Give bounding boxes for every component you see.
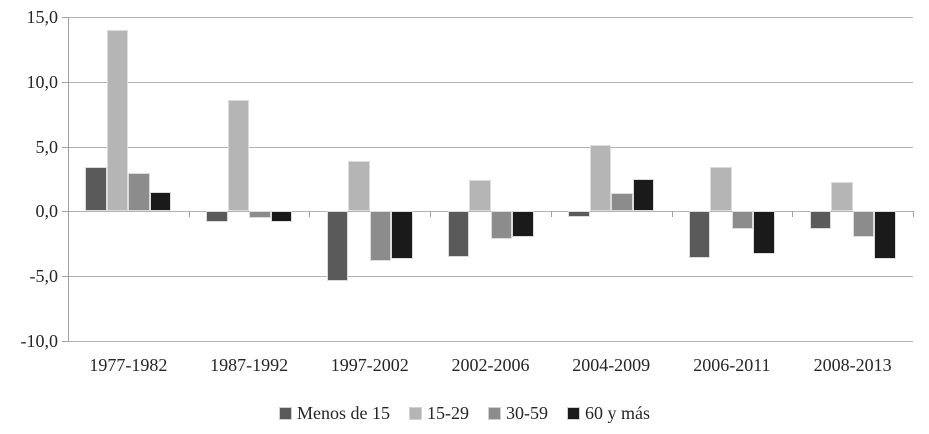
x-axis-label: 1997-2002 bbox=[330, 355, 409, 375]
y-tickmark bbox=[62, 211, 68, 212]
bar-60 y más-2004-2009 bbox=[632, 179, 655, 212]
legend-label: 60 y más bbox=[585, 403, 650, 423]
y-axis-label: 5,0 bbox=[35, 137, 59, 157]
y-axis-label: 15,0 bbox=[26, 7, 59, 27]
legend-swatch bbox=[279, 406, 292, 420]
bar-15-29-2002-2006 bbox=[469, 180, 491, 212]
x-tickmark bbox=[672, 211, 673, 217]
legend-item-60 y más: 60 y más bbox=[567, 404, 650, 422]
bar-60 y más-1977-1982 bbox=[149, 192, 172, 212]
legend-item-15-29: 15-29 bbox=[409, 404, 469, 422]
y-tickmark bbox=[62, 147, 68, 148]
bar-Menos de 15-2008-2013 bbox=[809, 211, 832, 230]
legend-label: 15-29 bbox=[427, 403, 469, 423]
bar-Menos de 15-1997-2002 bbox=[326, 211, 349, 282]
bar-15-29-1977-1982 bbox=[106, 30, 129, 212]
y-axis-label: -5,0 bbox=[29, 266, 59, 286]
legend-swatch bbox=[409, 406, 422, 420]
x-tickmark bbox=[430, 211, 431, 217]
bar-60 y más-2008-2013 bbox=[874, 211, 896, 260]
y-tickmark bbox=[62, 82, 68, 83]
bar-60 y más-2006-2011 bbox=[753, 211, 775, 255]
bar-30-59-2004-2009 bbox=[611, 193, 633, 212]
x-axis-label: 2004-2009 bbox=[572, 355, 651, 375]
x-tickmark bbox=[792, 211, 793, 217]
y-tickmark bbox=[62, 17, 68, 18]
bar-15-29-1997-2002 bbox=[348, 160, 370, 212]
bar-Menos de 15-2006-2011 bbox=[688, 211, 711, 259]
bar-30-59-2008-2013 bbox=[852, 211, 875, 238]
bar-30-59-1987-1992 bbox=[249, 211, 271, 218]
y-axis-line bbox=[68, 17, 69, 342]
bar-30-59-1977-1982 bbox=[128, 172, 150, 212]
gridline-5,0 bbox=[68, 147, 913, 148]
x-tickmark bbox=[309, 211, 310, 217]
bar-30-59-1997-2002 bbox=[369, 211, 392, 261]
bar-60 y más-1997-2002 bbox=[391, 211, 413, 260]
legend-item-Menos de 15: Menos de 15 bbox=[279, 404, 390, 422]
bar-Menos de 15-2004-2009 bbox=[568, 211, 590, 217]
bar-Menos de 15-1977-1982 bbox=[85, 167, 107, 212]
legend-item-30-59: 30-59 bbox=[488, 404, 548, 422]
bar-15-29-2004-2009 bbox=[589, 145, 612, 212]
legend-swatch bbox=[488, 406, 501, 420]
x-axis-label: 1977-1982 bbox=[89, 355, 168, 375]
bar-30-59-2006-2011 bbox=[731, 211, 754, 230]
legend-swatch bbox=[567, 406, 580, 420]
bar-30-59-2002-2006 bbox=[490, 211, 512, 239]
y-axis-label: -10,0 bbox=[20, 331, 59, 351]
x-tickmark bbox=[68, 211, 69, 217]
y-tickmark bbox=[62, 341, 68, 342]
legend-label: Menos de 15 bbox=[297, 403, 390, 423]
x-axis-label: 2006-2011 bbox=[693, 355, 771, 375]
y-tickmark bbox=[62, 276, 68, 277]
x-tickmark bbox=[189, 211, 190, 217]
x-tickmark bbox=[913, 211, 914, 217]
x-axis-label: 2002-2006 bbox=[451, 355, 530, 375]
bar-60 y más-2002-2006 bbox=[512, 211, 534, 238]
bar-15-29-2006-2011 bbox=[710, 167, 732, 212]
x-tickmark bbox=[551, 211, 552, 217]
bar-Menos de 15-2002-2006 bbox=[447, 211, 469, 257]
gridline-10,0 bbox=[68, 82, 913, 83]
bar-60 y más-1987-1992 bbox=[270, 211, 293, 222]
bar-Menos de 15-1987-1992 bbox=[206, 211, 228, 222]
gridline-15,0 bbox=[68, 17, 913, 18]
bar-15-29-1987-1992 bbox=[227, 99, 250, 212]
gridline--10,0 bbox=[68, 341, 913, 342]
x-axis-label: 1987-1992 bbox=[210, 355, 289, 375]
legend-label: 30-59 bbox=[506, 403, 548, 423]
gridline--5,0 bbox=[68, 276, 913, 277]
legend: Menos de 15 15-29 30-59 60 y más bbox=[0, 399, 929, 427]
bar-15-29-2008-2013 bbox=[831, 181, 853, 212]
x-axis-label: 2008-2013 bbox=[813, 355, 892, 375]
y-axis-label: 0,0 bbox=[35, 201, 59, 221]
y-axis-label: 10,0 bbox=[26, 72, 59, 92]
